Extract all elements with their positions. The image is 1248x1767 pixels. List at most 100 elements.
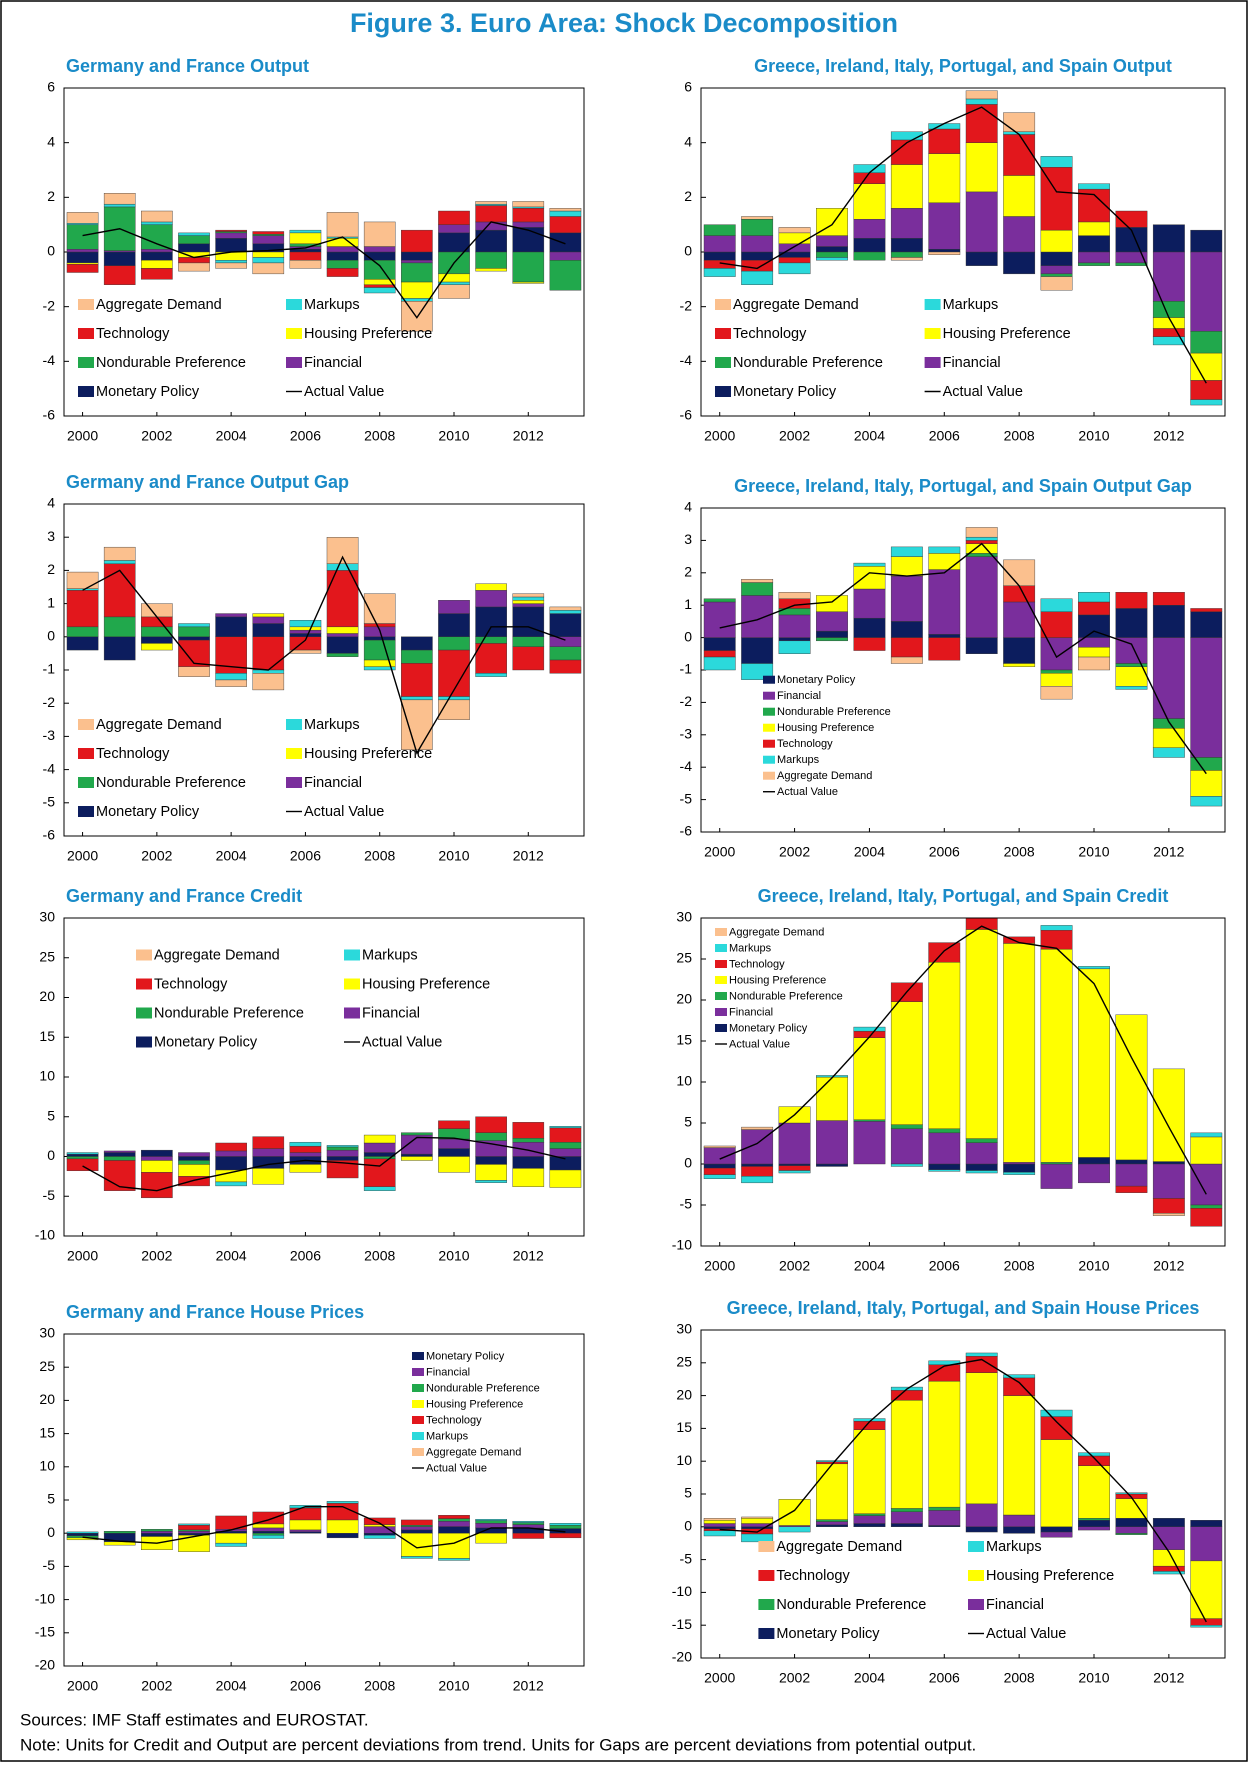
x-tick-label: 2002 bbox=[141, 848, 172, 864]
bar-segment bbox=[965, 1356, 998, 1373]
legend-swatch bbox=[924, 357, 941, 368]
legend-swatch bbox=[763, 723, 775, 732]
bar-segment bbox=[965, 637, 998, 654]
bar-segment bbox=[890, 131, 923, 141]
bar-segment bbox=[252, 235, 285, 245]
bar-segment bbox=[1003, 637, 1036, 664]
bar-segment bbox=[103, 636, 136, 661]
bar-segment bbox=[326, 246, 359, 253]
bar-segment bbox=[66, 223, 99, 225]
bar-segment bbox=[438, 281, 470, 286]
legend-label: Nondurable Preference bbox=[96, 355, 246, 371]
legend-swatch bbox=[286, 357, 302, 368]
bar-segment bbox=[778, 243, 811, 253]
actual-line bbox=[82, 1505, 566, 1549]
bar-segment bbox=[703, 1147, 736, 1165]
bar-segment bbox=[289, 620, 322, 628]
bar-segment bbox=[703, 251, 736, 261]
bar-segment bbox=[215, 1542, 247, 1547]
legend-swatch bbox=[412, 1368, 424, 1376]
y-tick-label: -10 bbox=[672, 1237, 692, 1253]
bar-segment bbox=[512, 646, 545, 671]
bar-segment bbox=[741, 663, 774, 680]
bar-segment bbox=[1078, 221, 1110, 236]
x-tick-label: 2000 bbox=[67, 1678, 98, 1694]
x-tick-label: 2006 bbox=[290, 1248, 321, 1264]
bar-segment bbox=[1115, 1526, 1148, 1534]
bar-segment bbox=[1078, 1520, 1110, 1527]
bar-segment bbox=[475, 205, 507, 223]
bar-segment bbox=[66, 626, 99, 638]
bar-segment bbox=[703, 1167, 736, 1175]
bar-segment bbox=[741, 218, 774, 236]
bar-segment bbox=[326, 1156, 359, 1161]
bar-segment bbox=[703, 1163, 736, 1169]
plot-frame bbox=[63, 1333, 585, 1667]
bar-segment bbox=[252, 1531, 285, 1534]
legend-swatch bbox=[763, 739, 775, 748]
bar-segment bbox=[363, 639, 396, 661]
bar-segment bbox=[1152, 251, 1185, 302]
bar-segment bbox=[401, 260, 433, 264]
bar-segment bbox=[741, 579, 774, 583]
bar-segment bbox=[1078, 968, 1110, 1158]
legend-label: Technology bbox=[154, 976, 228, 992]
bar-segment bbox=[1190, 796, 1223, 807]
legend-swatch bbox=[78, 806, 94, 817]
bar-segment bbox=[1190, 608, 1223, 612]
x-tick-label: 2006 bbox=[929, 844, 960, 860]
bar-segment bbox=[1190, 770, 1223, 797]
bar-segment bbox=[438, 210, 470, 225]
bar-segment bbox=[1152, 317, 1185, 329]
chart-panel: Germany and France House Prices -20 -15 -10… bbox=[35, 1302, 585, 1694]
bar-segment bbox=[66, 1158, 99, 1172]
bar-segment bbox=[178, 257, 210, 264]
bar-segment bbox=[928, 1380, 961, 1508]
bar-segment bbox=[703, 1526, 736, 1529]
bar-segment bbox=[401, 281, 433, 299]
bar-segment bbox=[438, 600, 470, 614]
legend-swatch bbox=[412, 1432, 424, 1440]
legend-swatch bbox=[286, 328, 302, 339]
bar-segment bbox=[1003, 1395, 1036, 1516]
bar-segment bbox=[1190, 611, 1223, 638]
bar-segment bbox=[363, 1517, 396, 1525]
bar-segment bbox=[215, 1150, 247, 1157]
bar-segment bbox=[141, 616, 173, 628]
bar-segment bbox=[326, 1145, 359, 1148]
actual-line bbox=[719, 925, 1207, 1195]
bar-segment bbox=[401, 1519, 433, 1526]
legend-label: Markups bbox=[304, 717, 360, 733]
bar-segment bbox=[141, 603, 173, 618]
x-tick-label: 2004 bbox=[216, 428, 247, 444]
bar-segment bbox=[326, 633, 359, 637]
bar-segment bbox=[965, 917, 998, 930]
bar-segment bbox=[178, 626, 210, 638]
bar-segment bbox=[289, 1152, 322, 1157]
bar-segment bbox=[363, 246, 396, 253]
bar-segment bbox=[1190, 1204, 1223, 1209]
bar-segment bbox=[1115, 1014, 1148, 1161]
legend-swatch bbox=[136, 949, 152, 961]
legend-swatch bbox=[78, 357, 94, 368]
bar-segment bbox=[853, 1429, 886, 1514]
y-tick-label: -4 bbox=[43, 760, 56, 776]
bar-segment bbox=[1152, 1571, 1185, 1575]
bar-segment bbox=[965, 1163, 998, 1171]
bar-segment bbox=[512, 606, 545, 637]
chart-panel: Germany and France Output -6 -4 -2 0 2 4 6 2000 2… bbox=[43, 56, 585, 444]
legend-label: Nondurable Preference bbox=[777, 706, 891, 718]
bar-segment bbox=[401, 1153, 433, 1157]
bar-segment bbox=[1152, 1163, 1185, 1199]
bar-segment bbox=[928, 1510, 961, 1526]
legend-swatch bbox=[763, 755, 775, 764]
bar-segment bbox=[1040, 673, 1073, 687]
bar-segment bbox=[703, 598, 736, 603]
bar-segment bbox=[928, 634, 961, 638]
bar-segment bbox=[252, 262, 285, 275]
bar-segment bbox=[475, 673, 507, 677]
bar-segment bbox=[326, 1519, 359, 1534]
bar-segment bbox=[289, 649, 322, 654]
bar-segment bbox=[289, 629, 322, 634]
bar-segment bbox=[475, 251, 507, 269]
